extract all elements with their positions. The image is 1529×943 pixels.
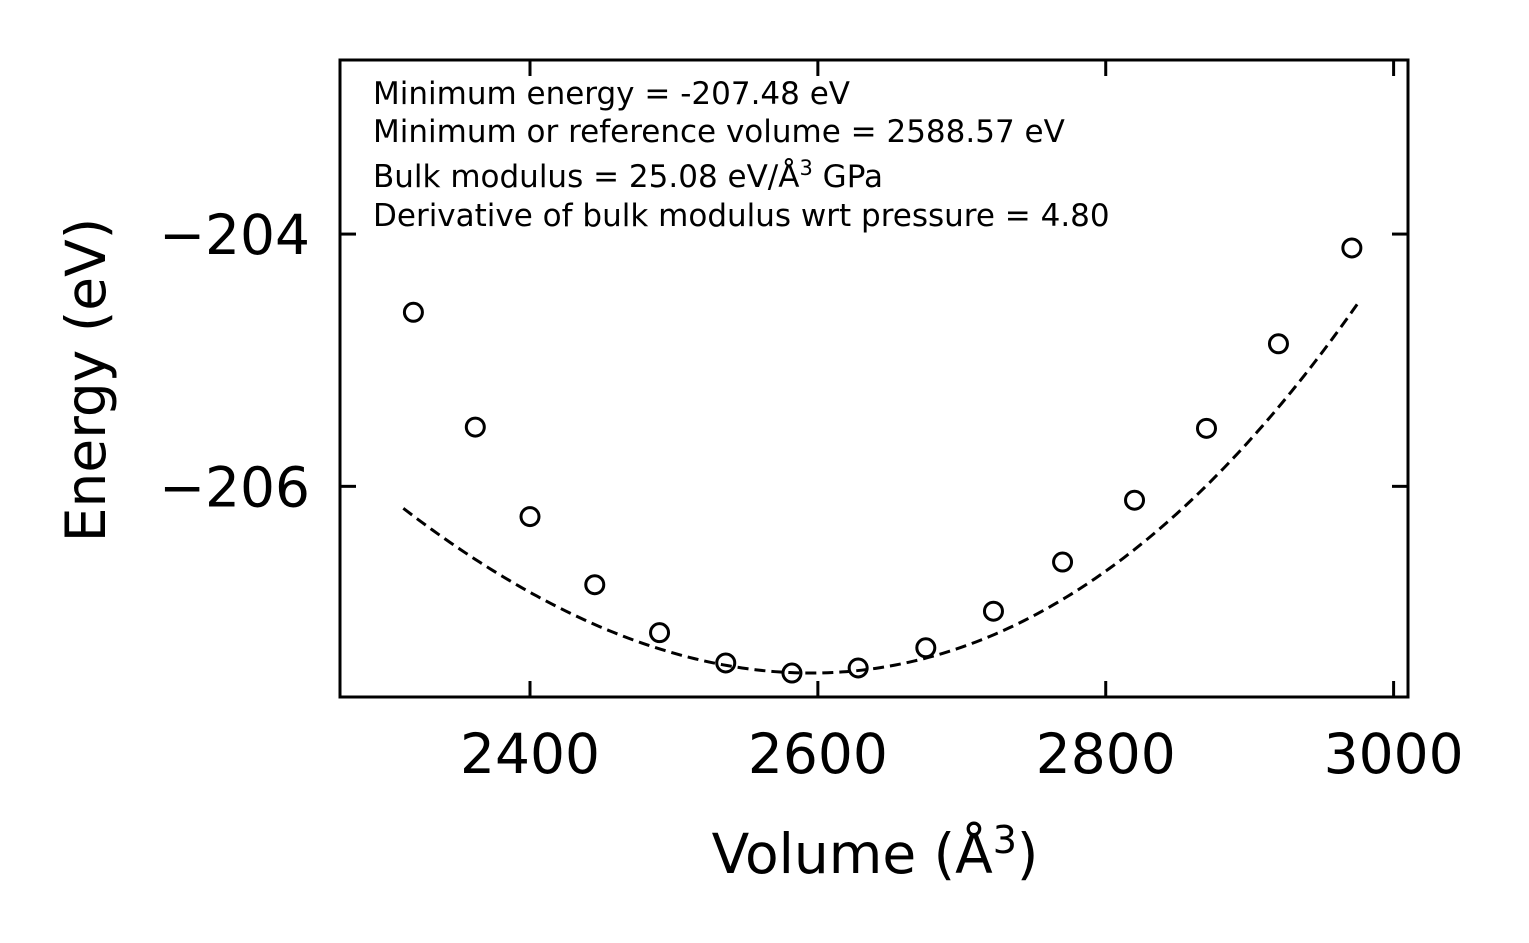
y-tick-label: −206 <box>159 455 310 519</box>
data-point <box>1124 489 1146 511</box>
data-point <box>649 622 671 644</box>
x-tick-label: 3000 <box>1324 722 1464 786</box>
x-tick-label: 2800 <box>1036 722 1176 786</box>
data-point <box>464 416 486 438</box>
data-point <box>1267 333 1289 355</box>
x-axis-label: Volume (Å3) <box>712 818 1039 886</box>
data-point <box>781 662 803 684</box>
data-point <box>584 574 606 596</box>
plot-frame <box>338 58 1410 699</box>
x-tick-label: 2400 <box>460 722 600 786</box>
data-points-layer <box>402 237 1363 684</box>
data-point <box>847 657 869 679</box>
annotation-bulk-modulus: Bulk modulus = 25.08 eV/Å3 GPa <box>373 156 883 195</box>
data-point <box>715 652 737 674</box>
annotation-bulk-modulus-derivative: Derivative of bulk modulus wrt pressure … <box>373 198 1110 234</box>
data-point <box>1341 237 1363 259</box>
fit-curve <box>402 302 1359 675</box>
fit-curve-layer <box>402 302 1359 675</box>
y-axis-ticks: −204 −206 <box>159 203 1408 519</box>
data-point <box>982 600 1004 622</box>
data-point <box>915 637 937 659</box>
annotation-min-volume: Minimum or reference volume = 2588.57 eV <box>373 114 1065 150</box>
annotation-min-energy: Minimum energy = -207.48 eV <box>373 76 850 112</box>
x-axis-ticks: 2400 2600 2800 3000 <box>460 60 1464 786</box>
x-tick-label: 2600 <box>748 722 888 786</box>
data-point <box>1195 417 1217 439</box>
data-point <box>1052 551 1074 573</box>
y-axis-label: Energy (eV) <box>54 218 118 542</box>
data-point <box>402 301 424 323</box>
y-tick-label: −204 <box>159 203 310 267</box>
data-point <box>519 506 541 528</box>
